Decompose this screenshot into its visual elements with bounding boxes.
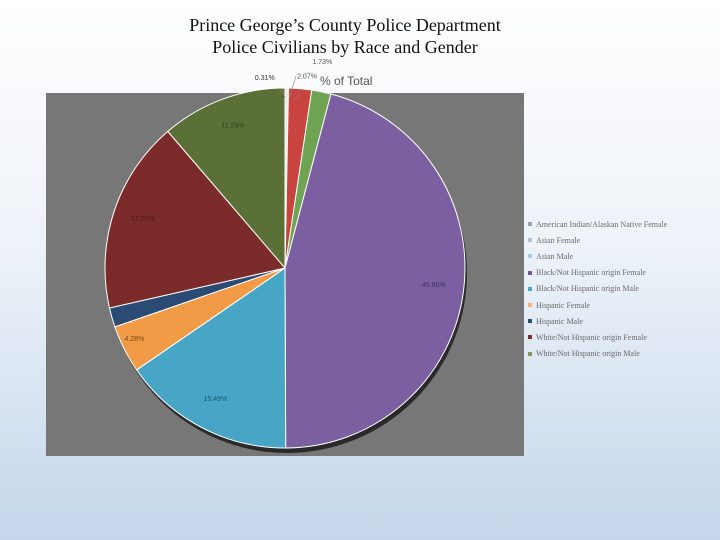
legend-swatch: [528, 254, 532, 259]
legend-label: Black/Not Hispanic origin Female: [536, 268, 646, 278]
leader-line-1: [292, 93, 301, 101]
legend-swatch: [528, 286, 532, 291]
legend-label: Hispanic Female: [536, 300, 590, 310]
legend-swatch: [528, 351, 532, 356]
pie-slice-4: [135, 267, 287, 449]
data-label-5: 4.28%: [124, 336, 144, 343]
legend-swatch: [528, 335, 532, 340]
legend-item: Black/Not Hispanic origin Female: [528, 265, 718, 281]
leader-line-0: [288, 75, 297, 99]
data-label-2: 2.07%: [297, 74, 317, 81]
legend-swatch: [528, 238, 532, 243]
data-label-4: 15.49%: [204, 396, 228, 403]
chart-title: % of Total: [320, 74, 372, 88]
legend-item: Black/Not Hispanic origin Male: [528, 281, 718, 297]
legend-label: Hispanic Male: [536, 316, 583, 326]
data-label-1: 1.73%: [312, 59, 332, 66]
leader-line-2: [279, 87, 286, 98]
pie-slice-7: [104, 130, 286, 309]
slide-title-line-1: Prince George’s County Police Department: [189, 15, 501, 35]
data-label-0: 0.31%: [255, 75, 275, 82]
legend-item: Hispanic Female: [528, 297, 718, 313]
legend-label: White/Not Hispanic origin Female: [536, 332, 647, 342]
legend-label: Asian Female: [536, 235, 581, 245]
legend-label: American Indian/Alaskan Native Female: [536, 219, 668, 229]
legend-item: American Indian/Alaskan Native Female: [528, 216, 718, 232]
pie-slice-8: [167, 87, 286, 270]
data-label-3: 45.86%: [422, 282, 446, 289]
legend-item: White/Not Hispanic origin Female: [528, 329, 718, 345]
legend-swatch: [528, 222, 532, 227]
legend-item: Hispanic Male: [528, 313, 718, 329]
legend-swatch: [528, 270, 532, 275]
chart-legend: American Indian/Alaskan Native Female Asi…: [528, 216, 718, 362]
legend-item: Asian Female: [528, 232, 718, 248]
legend-swatch: [528, 303, 532, 308]
legend-label: Black/Not Hispanic origin Male: [536, 284, 639, 294]
slide-title: Prince George’s County Police Department…: [150, 14, 540, 58]
legend-item: White/Not Hispanic origin Male: [528, 346, 718, 362]
pie-slice-3: [284, 93, 466, 449]
data-label-8: 11.29%: [221, 122, 244, 129]
legend-label: White/Not Hispanic origin Male: [536, 349, 640, 359]
slide-title-line-2: Police Civilians by Race and Gender: [212, 37, 478, 57]
legend-label: Asian Male: [536, 251, 574, 261]
legend-swatch: [528, 319, 532, 324]
legend-item: Asian Male: [528, 248, 718, 264]
data-label-7: 17.29%: [131, 216, 155, 223]
